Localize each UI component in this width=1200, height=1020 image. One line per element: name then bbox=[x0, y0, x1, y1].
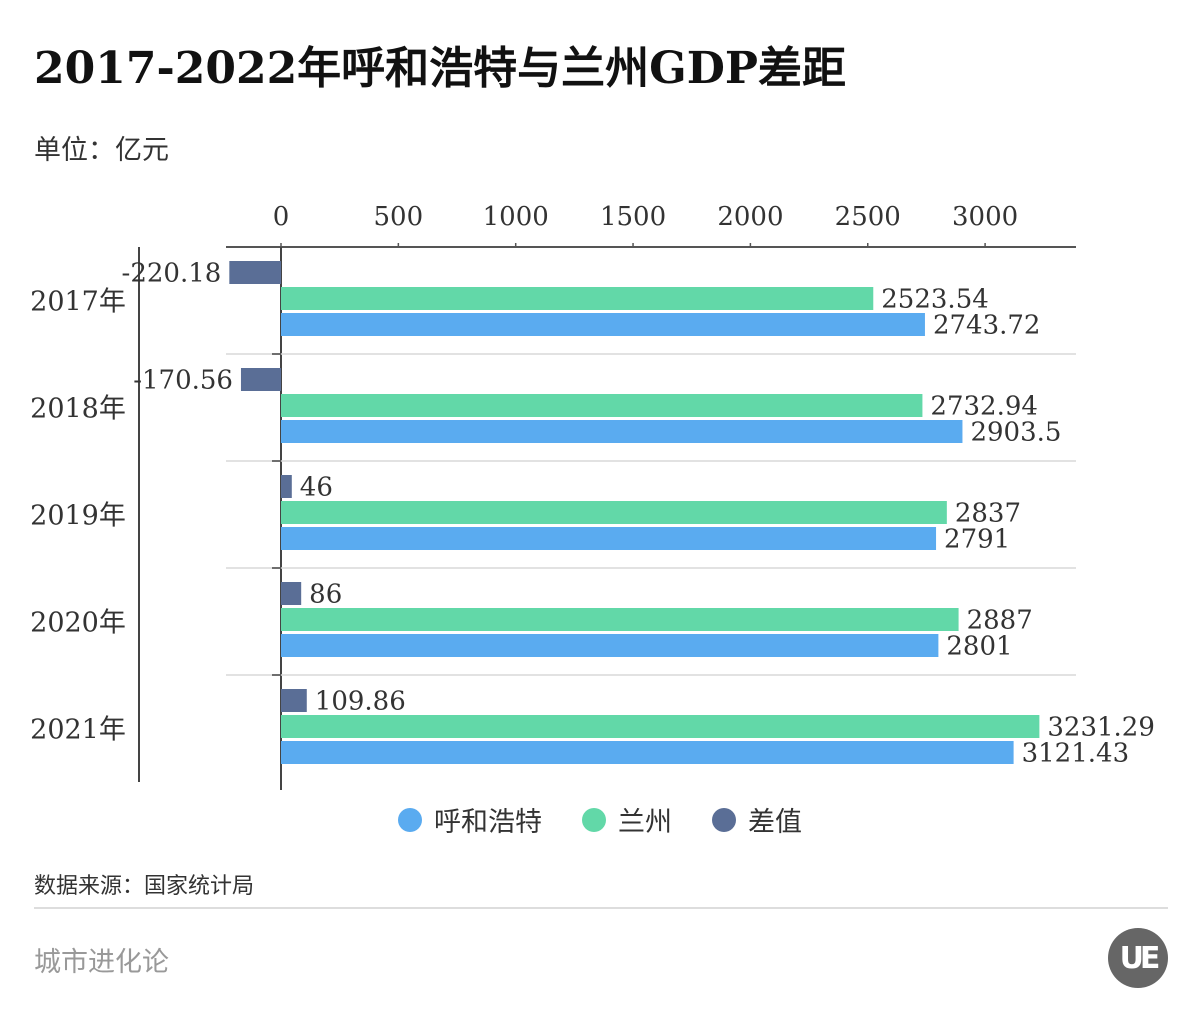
bar-hohhot bbox=[281, 741, 1014, 764]
category-label: 2019年 bbox=[30, 501, 126, 532]
data-label-hohhot: 2903.5 bbox=[970, 418, 1061, 448]
category-label: 2020年 bbox=[30, 608, 126, 639]
data-label-diff: -220.18 bbox=[122, 259, 222, 289]
legend-item-diff: 差值 bbox=[712, 800, 802, 839]
legend-item-hohhot: 呼和浩特 bbox=[398, 800, 542, 839]
x-tick-label: 500 bbox=[374, 202, 424, 232]
bar-chart: 0 500 1000 1500 2000 2500 30002017年-220.182523… bbox=[0, 185, 1200, 790]
x-tick-label: 2500 bbox=[835, 202, 901, 232]
bar-lanzhou bbox=[281, 608, 959, 631]
data-label-hohhot: 3121.43 bbox=[1022, 739, 1130, 769]
category-label: 2021年 bbox=[30, 715, 126, 746]
brand-name: 城市进化论 bbox=[34, 940, 169, 979]
x-tick-label: 1000 bbox=[483, 202, 549, 232]
bar-diff bbox=[241, 368, 281, 391]
bar-hohhot bbox=[281, 634, 938, 657]
legend-dot-hohhot bbox=[398, 808, 422, 832]
data-label-diff: 86 bbox=[309, 580, 342, 610]
legend-label-hohhot: 呼和浩特 bbox=[434, 800, 542, 839]
bar-hohhot bbox=[281, 420, 962, 443]
brand-logo-text: UE bbox=[1120, 941, 1157, 976]
footer-divider bbox=[34, 907, 1168, 909]
legend-item-lanzhou: 兰州 bbox=[582, 800, 672, 839]
bar-diff bbox=[229, 261, 281, 284]
bar-lanzhou bbox=[281, 287, 873, 310]
data-label-hohhot: 2801 bbox=[946, 632, 1012, 662]
bar-lanzhou bbox=[281, 394, 922, 417]
bar-diff bbox=[281, 689, 307, 712]
x-tick-label: 1500 bbox=[600, 202, 666, 232]
unit-label: 单位：亿元 bbox=[34, 128, 169, 167]
data-label-hohhot: 2743.72 bbox=[933, 311, 1041, 341]
category-label: 2017年 bbox=[30, 287, 126, 318]
bar-diff bbox=[281, 582, 301, 605]
data-label-diff: 46 bbox=[300, 473, 333, 503]
bar-lanzhou bbox=[281, 501, 947, 524]
legend-label-diff: 差值 bbox=[748, 800, 802, 839]
data-label-diff: -170.56 bbox=[133, 366, 233, 396]
x-tick-label: 3000 bbox=[952, 202, 1018, 232]
data-label-hohhot: 2791 bbox=[944, 525, 1010, 555]
bar-hohhot bbox=[281, 527, 936, 550]
bar-hohhot bbox=[281, 313, 925, 336]
data-label-diff: 109.86 bbox=[315, 687, 406, 717]
x-tick-label: 2000 bbox=[717, 202, 783, 232]
category-label: 2018年 bbox=[30, 394, 126, 425]
x-tick-label: 0 bbox=[273, 202, 290, 232]
brand-logo: UE bbox=[1108, 928, 1168, 988]
legend-dot-lanzhou bbox=[582, 808, 606, 832]
legend: 呼和浩特 兰州 差值 bbox=[0, 800, 1200, 839]
bar-lanzhou bbox=[281, 715, 1039, 738]
bar-diff bbox=[281, 475, 292, 498]
legend-dot-diff bbox=[712, 808, 736, 832]
source-note: 数据来源：国家统计局 bbox=[34, 868, 254, 900]
legend-label-lanzhou: 兰州 bbox=[618, 800, 672, 839]
chart-title: 2017-2022年呼和浩特与兰州GDP差距 bbox=[34, 32, 846, 96]
